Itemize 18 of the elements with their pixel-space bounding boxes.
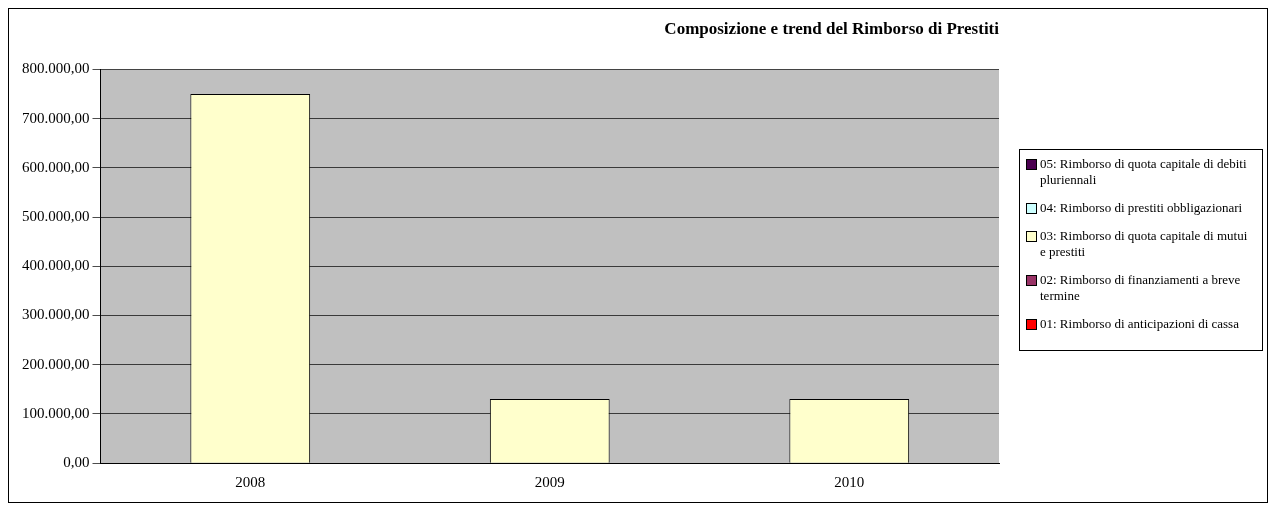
y-tick-label: 100.000,00 [22,404,90,421]
y-tick-label: 700.000,00 [22,109,90,126]
x-tick-label: 2010 [834,473,865,490]
legend-label: 05: Rimborso di quota capitale di debiti pluriennali [1040,156,1248,188]
legend-label: 01: Rimborso di anticipazioni di cassa [1040,316,1239,332]
y-tick-label: 0,00 [63,453,90,470]
y-tick-label: 200.000,00 [22,355,90,372]
x-tick-label: 2008 [235,473,266,490]
y-tick-label: 600.000,00 [22,158,90,175]
y-tick-label: 500.000,00 [22,207,90,224]
x-tick-label: 2009 [534,473,565,490]
y-tick-label: 800.000,00 [22,60,90,77]
legend-label: 03: Rimborso di quota capitale di mutui e prestiti [1040,228,1249,260]
legend-label: 04: Rimborso di prestiti obbligazionari [1040,200,1243,216]
chart-title: Composizione e trend del Rimborso di Prestiti [664,18,1000,38]
legend-label: 02: Rimborso di finanziamenti a breve termine [1040,272,1242,304]
y-tick-label: 400.000,00 [22,257,90,274]
y-tick-label: 300.000,00 [22,306,90,323]
